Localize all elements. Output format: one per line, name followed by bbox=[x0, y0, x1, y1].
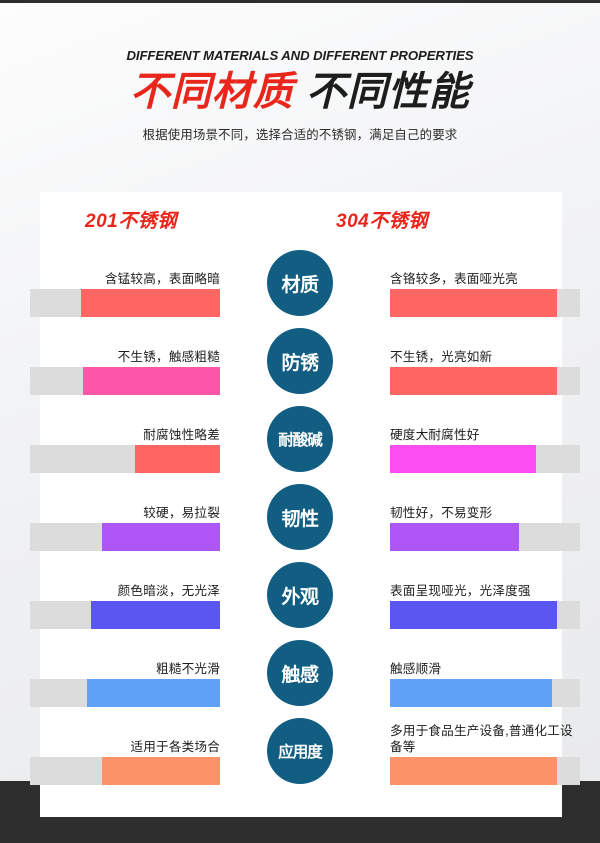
bar-track bbox=[390, 523, 580, 551]
row-side-right: 不生锈，光亮如新 bbox=[350, 322, 580, 400]
comparison-row: 含锰较高，表面略暗 含铬较多，表面哑光亮 材质 bbox=[30, 244, 580, 322]
row-side-left: 颜色暗淡，无光泽 bbox=[15, 556, 230, 634]
row-side-left: 含锰较高，表面略暗 bbox=[15, 244, 230, 322]
row-side-right: 触感顺滑 bbox=[350, 634, 580, 712]
property-badge: 韧性 bbox=[267, 484, 333, 550]
bar-track bbox=[390, 601, 580, 629]
row-side-left: 较硬，易拉裂 bbox=[15, 478, 230, 556]
row-side-left: 适用于各类场合 bbox=[15, 712, 230, 790]
bar-fill bbox=[81, 289, 220, 317]
comparison-row: 粗糙不光滑 触感顺滑 触感 bbox=[30, 634, 580, 712]
bar-fill bbox=[390, 601, 558, 629]
bar-track bbox=[30, 445, 220, 473]
bar-track bbox=[30, 367, 220, 395]
column-heading-304: 304不锈钢 bbox=[336, 211, 428, 232]
row-side-right: 表面呈现哑光，光泽度强 bbox=[350, 556, 580, 634]
property-label: 硬度大耐腐性好 bbox=[390, 427, 480, 442]
bar-fill bbox=[134, 445, 220, 473]
bar-fill bbox=[390, 523, 520, 551]
row-side-right: 韧性好，不易变形 bbox=[350, 478, 580, 556]
bar-track bbox=[30, 757, 220, 785]
comparison-row: 较硬，易拉裂 韧性好，不易变形 韧性 bbox=[30, 478, 580, 556]
property-badge: 应用度 bbox=[267, 718, 333, 784]
property-label: 含锰较高，表面略暗 bbox=[104, 271, 220, 286]
bar-fill bbox=[102, 523, 220, 551]
bar-track bbox=[390, 445, 580, 473]
bar-track bbox=[30, 601, 220, 629]
property-badge: 触感 bbox=[267, 640, 333, 706]
chinese-title-red: 不同材质 bbox=[129, 70, 294, 114]
property-label: 较硬，易拉裂 bbox=[143, 505, 220, 520]
bar-track bbox=[390, 757, 580, 785]
bar-fill bbox=[390, 757, 558, 785]
property-label: 适用于各类场合 bbox=[130, 739, 220, 754]
row-side-right: 多用于食品生产设备,普通化工设备等 bbox=[350, 712, 580, 790]
property-label: 颜色暗淡，无光泽 bbox=[117, 583, 220, 598]
property-label: 触感顺滑 bbox=[390, 661, 442, 676]
property-badge: 材质 bbox=[267, 250, 333, 316]
column-heading-201: 201不锈钢 bbox=[85, 211, 177, 232]
bar-fill bbox=[83, 367, 220, 395]
bar-track bbox=[30, 289, 220, 317]
header: DIFFERENT MATERIALS AND DIFFERENT PROPER… bbox=[0, 0, 600, 143]
property-label: 多用于食品生产设备,普通化工设备等 bbox=[390, 723, 573, 754]
comparison-row: 适用于各类场合 多用于食品生产设备,普通化工设备等 应用度 bbox=[30, 712, 580, 790]
property-badge: 耐酸碱 bbox=[267, 406, 333, 472]
bar-track bbox=[30, 679, 220, 707]
property-label: 不生锈，光亮如新 bbox=[390, 349, 493, 364]
row-side-left: 粗糙不光滑 bbox=[15, 634, 230, 712]
row-side-left: 不生锈，触感粗糙 bbox=[15, 322, 230, 400]
bar-track bbox=[390, 679, 580, 707]
bar-track bbox=[390, 367, 580, 395]
bar-fill bbox=[90, 601, 220, 629]
property-label: 粗糙不光滑 bbox=[156, 661, 220, 676]
property-label: 不生锈，触感粗糙 bbox=[117, 349, 220, 364]
property-badge: 外观 bbox=[267, 562, 333, 628]
bar-fill bbox=[102, 757, 220, 785]
chinese-title: 不同材质 不同性能 bbox=[0, 71, 600, 113]
bar-fill bbox=[87, 679, 220, 707]
bar-track bbox=[30, 523, 220, 551]
row-side-left: 耐腐蚀性略差 bbox=[15, 400, 230, 478]
comparison-row: 颜色暗淡，无光泽 表面呈现哑光，光泽度强 外观 bbox=[30, 556, 580, 634]
subtitle: 根据使用场景不同，选择合适的不锈钢，满足自己的要求 bbox=[142, 128, 458, 143]
property-label: 含铬较多，表面哑光亮 bbox=[390, 271, 518, 286]
property-label: 韧性好，不易变形 bbox=[390, 505, 493, 520]
row-side-right: 硬度大耐腐性好 bbox=[350, 400, 580, 478]
property-label: 耐腐蚀性略差 bbox=[143, 427, 220, 442]
bar-fill bbox=[390, 445, 537, 473]
bar-track bbox=[390, 289, 580, 317]
comparison-row: 耐腐蚀性略差 硬度大耐腐性好 耐酸碱 bbox=[30, 400, 580, 478]
comparison-row: 不生锈，触感粗糙 不生锈，光亮如新 防锈 bbox=[30, 322, 580, 400]
row-side-right: 含铬较多，表面哑光亮 bbox=[350, 244, 580, 322]
english-title: DIFFERENT MATERIALS AND DIFFERENT PROPER… bbox=[126, 48, 474, 63]
comparison-card: 201不锈钢 304不锈钢 含锰较高，表面略暗 含铬较多，表面哑光亮 材质 不生锈，触… bbox=[30, 192, 580, 817]
property-label: 表面呈现哑光，光泽度强 bbox=[390, 583, 531, 598]
chinese-title-dark: 不同性能 bbox=[306, 70, 471, 114]
property-badge: 防锈 bbox=[267, 328, 333, 394]
bar-fill bbox=[390, 367, 558, 395]
bar-fill bbox=[390, 679, 552, 707]
bar-fill bbox=[390, 289, 558, 317]
